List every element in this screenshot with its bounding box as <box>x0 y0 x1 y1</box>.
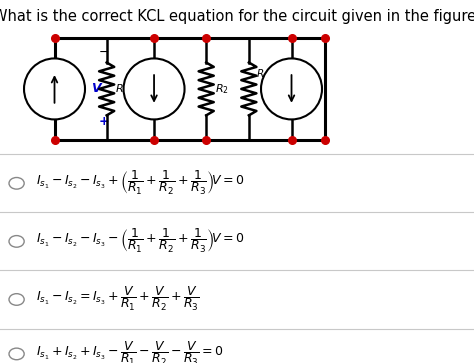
Text: $I_{s_1} - I_{s_2} = I_{s_3} + \dfrac{V}{R_1} + \dfrac{V}{R_2} + \dfrac{V}{R_3}$: $I_{s_1} - I_{s_2} = I_{s_3} + \dfrac{V}… <box>36 285 200 314</box>
Text: $R_2$: $R_2$ <box>215 82 228 96</box>
Text: $I_{s_1} + I_{s_2} + I_{s_3} - \dfrac{V}{R_1} - \dfrac{V}{R_2} - \dfrac{V}{R_3} : $I_{s_1} + I_{s_2} + I_{s_3} - \dfrac{V}… <box>36 340 223 363</box>
Text: $I_{s_2}$: $I_{s_2}$ <box>156 81 169 97</box>
Text: $I_{s_1}$: $I_{s_1}$ <box>39 81 52 97</box>
Text: $I_{s_1} - I_{s_2} - I_{s_3} + \left(\dfrac{1}{R_1} + \dfrac{1}{R_2} + \dfrac{1}: $I_{s_1} - I_{s_2} - I_{s_3} + \left(\df… <box>36 169 244 197</box>
Ellipse shape <box>261 58 322 119</box>
Text: +: + <box>99 115 109 128</box>
Text: What is the correct KCL equation for the circuit given in the figure:: What is the correct KCL equation for the… <box>0 9 474 24</box>
Ellipse shape <box>124 58 184 119</box>
Text: $I_{s_3}$: $I_{s_3}$ <box>294 81 307 97</box>
Text: −: − <box>99 46 109 59</box>
Text: $R_3$: $R_3$ <box>256 68 269 81</box>
Text: $R_1$: $R_1$ <box>115 82 129 96</box>
Ellipse shape <box>24 58 85 119</box>
Text: $I_{s_1} - I_{s_2} - I_{s_3} - \left(\dfrac{1}{R_1} + \dfrac{1}{R_2} + \dfrac{1}: $I_{s_1} - I_{s_2} - I_{s_3} - \left(\df… <box>36 227 244 256</box>
Text: V: V <box>91 82 101 95</box>
